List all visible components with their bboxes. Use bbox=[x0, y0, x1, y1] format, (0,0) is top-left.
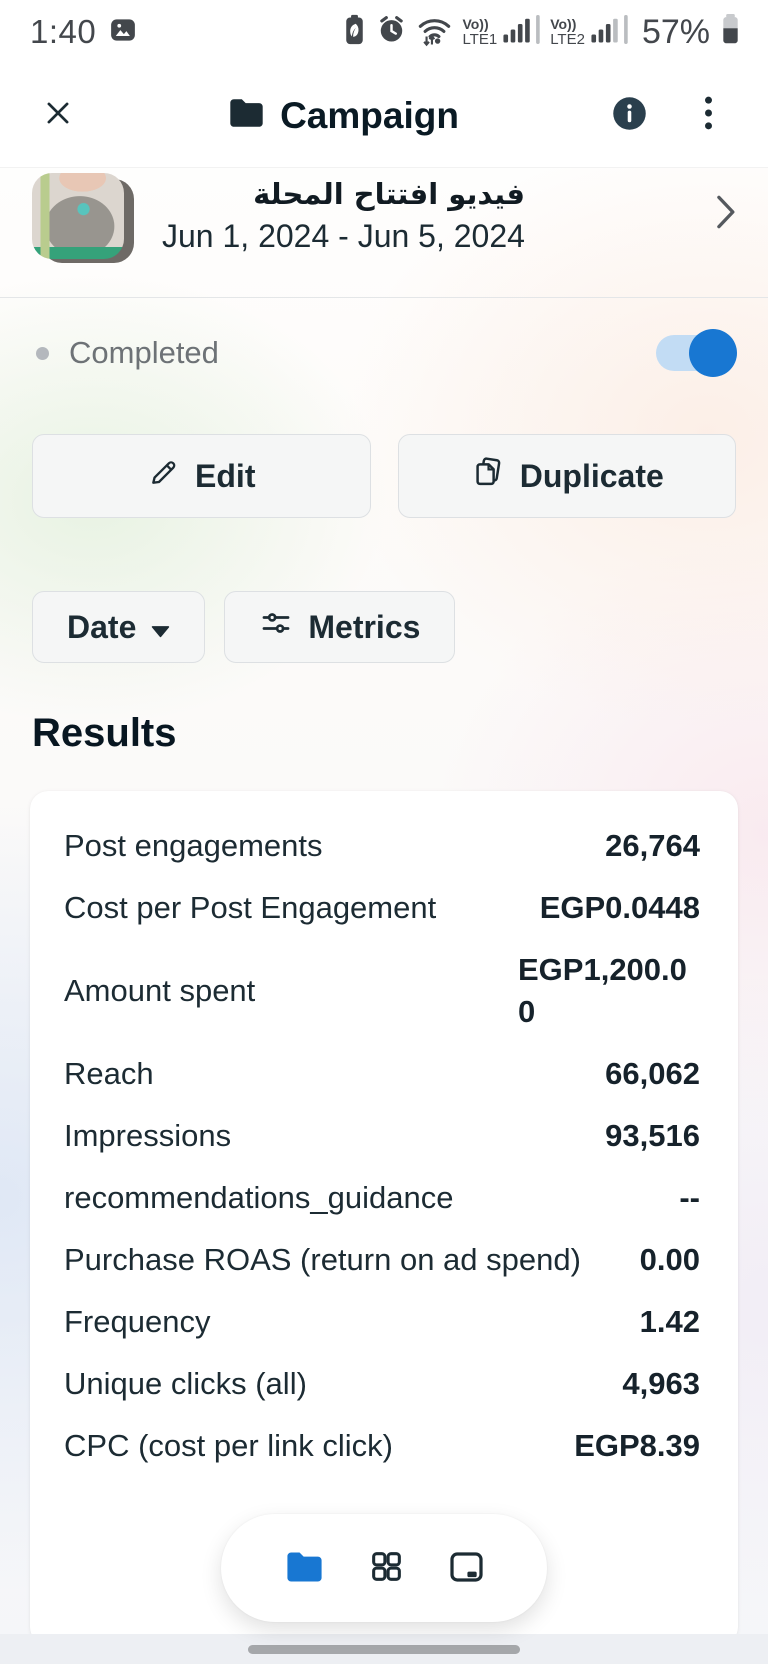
duplicate-button-label: Duplicate bbox=[519, 457, 664, 494]
metric-label: Amount spent bbox=[64, 973, 256, 1008]
pencil-icon bbox=[147, 456, 180, 497]
date-filter-button[interactable]: Date bbox=[32, 591, 206, 663]
nav-grid-tab[interactable] bbox=[369, 1549, 404, 1587]
results-heading: Results bbox=[32, 711, 177, 755]
campaign-thumbnail bbox=[32, 173, 124, 259]
battery-icon bbox=[719, 12, 742, 52]
duplicate-icon bbox=[470, 455, 505, 498]
close-icon bbox=[42, 97, 74, 134]
chevron-down-icon bbox=[151, 609, 170, 646]
signal-bars-icon bbox=[590, 15, 629, 49]
campaign-status-row: Completed bbox=[0, 298, 768, 408]
chevron-right-icon[interactable] bbox=[713, 193, 738, 236]
metric-label: CPC (cost per link click) bbox=[64, 1428, 393, 1463]
gesture-bar[interactable] bbox=[248, 1644, 520, 1654]
metrics-filter-label: Metrics bbox=[308, 608, 421, 645]
results-card: Post engagements 26,764 Cost per Post En… bbox=[30, 791, 738, 1645]
campaign-title: فيديو افتتاح المحلة bbox=[253, 177, 525, 211]
edit-button[interactable]: Edit bbox=[32, 434, 371, 518]
system-nav-band bbox=[0, 1634, 768, 1664]
metric-row: Reach 66,062 bbox=[64, 1043, 700, 1105]
nav-folder-tab[interactable] bbox=[284, 1549, 325, 1588]
metric-value: -- bbox=[679, 1180, 700, 1215]
page-title-label: Campaign bbox=[280, 94, 459, 136]
metric-label: Unique clicks (all) bbox=[64, 1366, 307, 1401]
folder-icon-active bbox=[284, 1549, 325, 1588]
metric-label: Cost per Post Engagement bbox=[64, 890, 437, 925]
header: Campaign bbox=[0, 64, 768, 168]
status-toggle[interactable] bbox=[656, 329, 737, 377]
metric-value: EGP1,200.00 bbox=[518, 952, 687, 1029]
edit-button-label: Edit bbox=[195, 457, 256, 494]
metric-label: Frequency bbox=[64, 1304, 211, 1339]
device-icon bbox=[448, 1550, 485, 1587]
metric-row: Cost per Post Engagement EGP0.0448 bbox=[64, 877, 700, 939]
battery-percent: 57% bbox=[641, 12, 710, 51]
alarm-icon bbox=[376, 14, 407, 50]
metric-value: 0.00 bbox=[639, 1242, 700, 1277]
metric-row: Frequency 1.42 bbox=[64, 1291, 700, 1353]
metric-value: 4,963 bbox=[622, 1366, 700, 1401]
metric-value: 93,516 bbox=[605, 1118, 700, 1153]
network-type-label: LTE2 bbox=[550, 31, 585, 48]
close-button[interactable] bbox=[42, 97, 76, 134]
network-1: Vo)) LTE1 bbox=[462, 15, 541, 49]
metric-value: EGP0.0448 bbox=[539, 890, 700, 925]
toggle-knob bbox=[689, 329, 737, 377]
volte-badge: Vo)) bbox=[462, 16, 489, 32]
duplicate-button[interactable]: Duplicate bbox=[397, 434, 736, 518]
info-button[interactable] bbox=[610, 94, 649, 138]
campaign-date-range: Jun 1, 2024 - Jun 5, 2024 bbox=[162, 218, 525, 254]
clock-time: 1:40 bbox=[30, 13, 97, 50]
battery-saver-icon bbox=[342, 13, 367, 51]
metric-row: Post engagements 26,764 bbox=[64, 815, 700, 877]
metric-label: Reach bbox=[64, 1056, 154, 1091]
metrics-filter-button[interactable]: Metrics bbox=[224, 591, 456, 663]
metric-row: Impressions 93,516 bbox=[64, 1105, 700, 1167]
status-label: Completed bbox=[69, 335, 219, 370]
network-type-label: LTE1 bbox=[462, 31, 498, 48]
metric-row: Purchase ROAS (return on ad spend) 0.00 bbox=[64, 1229, 700, 1291]
metric-label: Impressions bbox=[64, 1118, 232, 1153]
metric-value: EGP8.39 bbox=[574, 1428, 700, 1463]
folder-icon bbox=[227, 96, 266, 135]
tune-sliders-icon bbox=[259, 606, 293, 648]
date-filter-label: Date bbox=[67, 608, 137, 645]
metric-label: Purchase ROAS (return on ad spend) bbox=[64, 1242, 581, 1277]
metric-row: Amount spent EGP1,200.00 bbox=[64, 939, 700, 1043]
network-2: Vo)) LTE2 bbox=[550, 15, 629, 49]
overflow-menu-button[interactable] bbox=[703, 95, 714, 136]
grid-icon bbox=[369, 1549, 404, 1587]
metric-label: recommendations_guidance bbox=[64, 1180, 454, 1215]
metric-row: CPC (cost per link click) EGP8.39 bbox=[64, 1415, 700, 1477]
metric-value: 66,062 bbox=[605, 1056, 700, 1091]
metric-value: 26,764 bbox=[605, 828, 700, 863]
metric-value: 1.42 bbox=[639, 1304, 700, 1339]
bottom-nav-pill bbox=[221, 1514, 547, 1622]
metric-label: Post engagements bbox=[64, 828, 323, 863]
status-bar: 1:40 bbox=[0, 0, 768, 64]
page-title: Campaign bbox=[76, 95, 610, 137]
wifi-icon bbox=[416, 13, 453, 52]
signal-bars-icon bbox=[502, 15, 541, 49]
metric-row: Unique clicks (all) 4,963 bbox=[64, 1353, 700, 1415]
nav-device-tab[interactable] bbox=[448, 1550, 485, 1587]
campaign-row[interactable]: فيديو افتتاح المحلة Jun 1, 2024 - Jun 5,… bbox=[0, 168, 768, 298]
volte-badge: Vo)) bbox=[550, 16, 577, 32]
photo-icon bbox=[108, 15, 138, 50]
status-dot-icon bbox=[36, 346, 49, 360]
metric-row: recommendations_guidance -- bbox=[64, 1167, 700, 1229]
